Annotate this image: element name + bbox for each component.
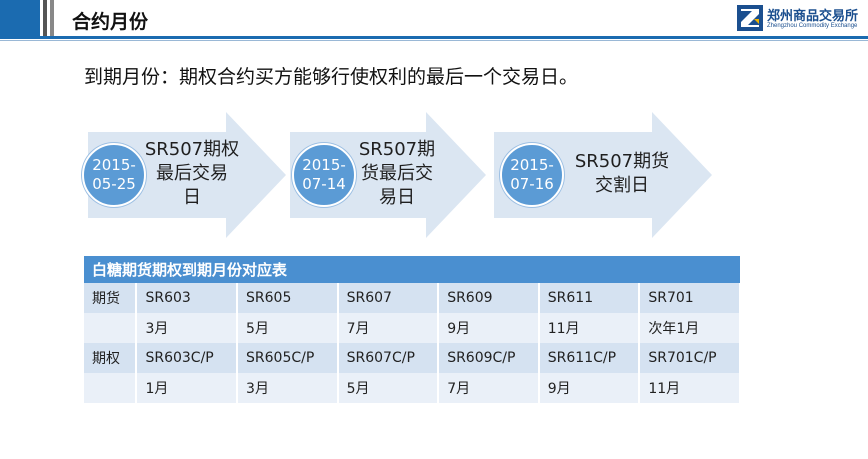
date-line-2: 05-25 [92,175,136,193]
table-row: 1月 3月 5月 7月 9月 11月 [84,373,741,403]
exchange-logo-icon [737,5,763,31]
header-accent-bar [0,0,40,36]
table-cell: 3月 [136,313,239,343]
date-circle: 2015- 05-25 [82,143,146,207]
step-label-line: SR507期权 [144,139,240,160]
table-cell [84,373,138,403]
table-cell: 5月 [337,373,440,403]
header-rule [0,36,868,39]
page-title: 合约月份 [72,11,149,33]
step-label: SR507期权 最后交易 日 [144,138,240,210]
arrow-shape [88,112,286,238]
step-label: SR507期货 交割日 [570,150,674,198]
table-row: 3月 5月 7月 9月 11月 次年1月 [84,313,741,343]
date-circle: 2015- 07-14 [292,143,356,207]
table-cell: 9月 [438,313,540,343]
table-cell: SR605 [237,283,339,313]
timeline-step-2: 2015- 07-14 SR507期 货最后交 易日 [290,112,486,238]
step-label-line: 交割日 [595,175,649,196]
expiry-month-table: 白糖期货期权到期月份对应表 期货 SR603 SR605 SR607 SR609… [84,256,741,403]
table-cell [84,313,138,343]
table-cell: 期权 [84,343,138,373]
table-cell: SR611 [538,283,641,313]
table-row: 期货 SR603 SR605 SR607 SR609 SR611 SR701 [84,283,741,313]
date-circle: 2015- 07-16 [500,143,564,207]
definition-text: 到期月份：期权合约买方能够行使权利的最后一个交易日。 [84,66,579,88]
header-rule-thin [0,40,868,41]
table-cell: 9月 [538,373,641,403]
timeline-step-3: 2015- 07-16 SR507期货 交割日 [494,112,712,238]
header-divider-light [50,0,54,36]
table-title: 白糖期货期权到期月份对应表 [84,256,740,283]
table-cell: 5月 [237,313,339,343]
step-label-line: SR507期 [358,139,436,160]
table-cell: SR611C/P [538,343,641,373]
exchange-logo: 郑州商品交易所 Zhengzhou Commodity Exchange [737,4,865,34]
arrow-shape [290,112,486,238]
table-cell: SR609 [438,283,540,313]
table-row: 期权 SR603C/P SR605C/P SR607C/P SR609C/P S… [84,343,741,373]
step-label-line: 日 [183,187,201,208]
table-cell: SR607C/P [337,343,440,373]
date-line-1: 2015- [92,156,136,174]
header-divider-dark [43,0,47,36]
step-label: SR507期 货最后交 易日 [352,138,442,210]
logo-english-name: Zhengzhou Commodity Exchange [767,23,858,29]
date-line-2: 07-14 [302,175,346,193]
step-label-line: 最后交易 [156,163,228,184]
table-cell: 11月 [538,313,641,343]
date-line-1: 2015- [302,156,346,174]
table-cell: SR603 [136,283,239,313]
table-cell: 7月 [438,373,540,403]
table-cell: 次年1月 [639,313,741,343]
table-cell: 3月 [237,373,339,403]
arrow-shape [494,112,712,238]
date-line-2: 07-16 [510,175,554,193]
table-cell: SR605C/P [237,343,339,373]
table-cell: SR603C/P [136,343,239,373]
table-header-row: 白糖期货期权到期月份对应表 [84,256,740,283]
logo-chinese-name: 郑州商品交易所 [767,9,859,24]
step-label-line: SR507期货 [574,151,670,172]
date-line-1: 2015- [510,156,554,174]
table-cell: 期货 [84,283,138,313]
step-label-line: 易日 [379,187,415,208]
table-cell: 1月 [136,373,239,403]
step-label-line: 货最后交 [361,163,433,184]
table-cell: SR607 [337,283,440,313]
table-cell: SR701C/P [639,343,741,373]
table-cell: SR701 [639,283,741,313]
table-cell: SR609C/P [438,343,540,373]
timeline-step-1: 2015- 05-25 SR507期权 最后交易 日 [82,112,286,238]
table-cell: 11月 [639,373,741,403]
table-cell: 7月 [337,313,440,343]
